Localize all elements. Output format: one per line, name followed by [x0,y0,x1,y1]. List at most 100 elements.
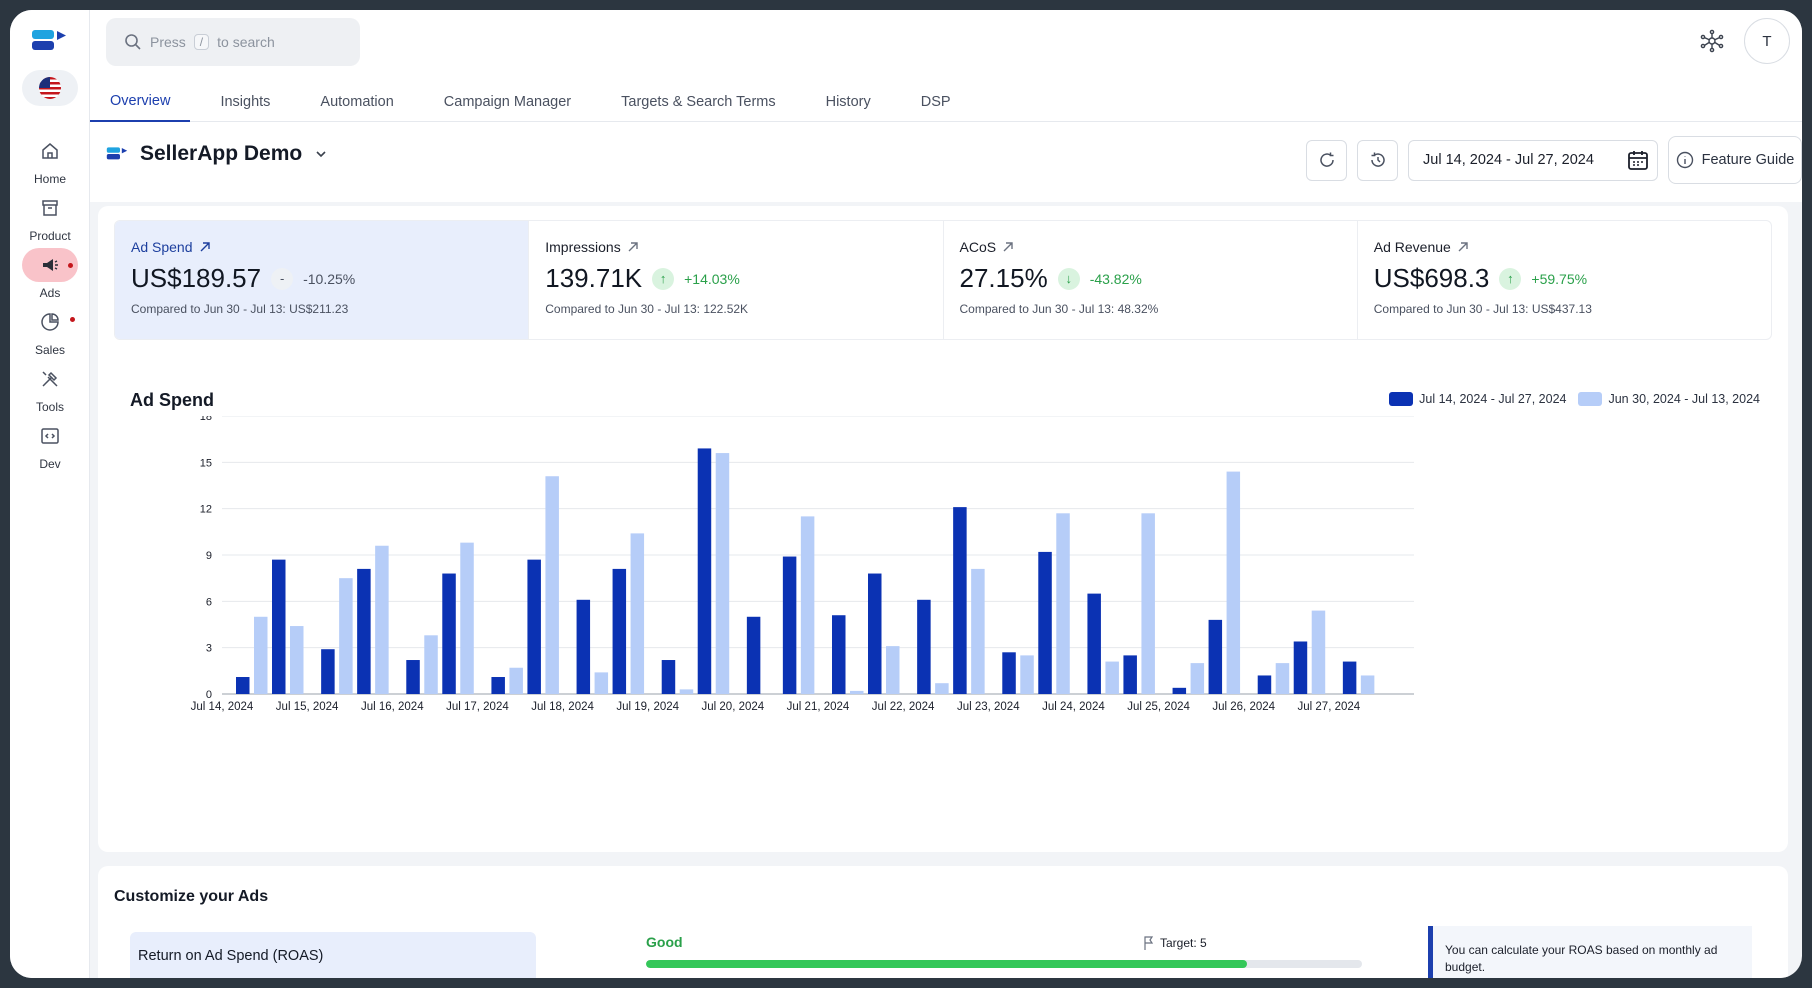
tab-history[interactable]: History [825,94,871,110]
network-icon[interactable] [1700,29,1724,53]
info-icon [1676,151,1693,169]
metric-card-ad-revenue[interactable]: Ad Revenue US$698.3 ↑ +59.75% Compared t… [1358,221,1771,339]
y-tick-label: 9 [206,550,212,562]
metric-card-acos[interactable]: ACoS 27.15% ↓ -43.82% Compared to Jun 30… [944,221,1358,339]
trend-down-icon: ↓ [1057,267,1080,290]
tab-campaign-manager[interactable]: Campaign Manager [443,94,572,110]
chart-bar [1141,513,1155,694]
metric-value: US$189.57 [131,263,262,293]
sidebar-item-sales[interactable]: Sales [10,305,90,357]
chart-bar [715,453,730,694]
roas-target: Target: 5 [1144,936,1207,950]
chart-bar [679,689,694,694]
metric-title: Impressions [545,239,621,255]
chart-bar [1038,551,1052,694]
chart-bar [1002,652,1016,694]
y-tick-label: 15 [200,457,212,469]
chart-bar [1056,513,1070,694]
sidebar-item-ads[interactable]: Ads [10,248,90,300]
metric-title: Ad Revenue [1373,239,1451,255]
y-tick-label: 18 [200,416,212,423]
chart-bar [1257,675,1272,694]
sidebar-item-home[interactable]: Home [10,134,90,186]
y-tick-label: 12 [200,504,212,516]
chart-bar [886,646,900,694]
sidebar-item-product[interactable]: Product [10,191,90,243]
roas-info-note: You can calculate your ROAS based on mon… [1428,926,1752,978]
roas-card[interactable]: Return on Ad Spend (ROAS) [130,932,536,978]
metric-compare: Compared to Jun 30 - Jul 13: 122.52K [545,302,749,316]
sidebar-item-label: Ads [39,286,61,300]
date-range-picker[interactable]: Jul 14, 2024 - Jul 27, 2024 [1408,139,1658,181]
tab-automation[interactable]: Automation [320,94,394,110]
legend-item-previous[interactable]: Jun 30, 2024 - Jul 13, 2024 [1578,392,1760,406]
account-selector[interactable]: SellerApp Demo [106,142,328,166]
sidebar-item-dev[interactable]: Dev [10,419,90,471]
metric-compare: Compared to Jun 30 - Jul 13: US$437.13 [1373,302,1592,316]
metric-compare: Compared to Jun 30 - Jul 13: US$211.23 [131,302,349,316]
chart-bar [1087,593,1101,694]
chart-bar [545,476,559,694]
sidebar-item-label: Dev [39,457,61,471]
metric-card-impressions[interactable]: Impressions 139.71K ↑ +14.03% Compared t… [529,221,944,339]
chart-bar [697,448,712,694]
y-tick-label: 6 [206,596,212,608]
notification-dot [70,317,75,322]
ad-spend-chart: 0 3 6 9 12 15 18 Jul 14, 2024 Jul 15, 2024 Jul 16… [191,416,1414,713]
refresh-button[interactable] [1306,139,1347,181]
search-placeholder-press: Press [150,34,186,50]
box-icon [42,200,58,216]
date-range-value: Jul 14, 2024 - Jul 27, 2024 [1423,152,1594,168]
tab-dsp[interactable]: DSP [920,94,951,110]
chart-bar [832,615,846,694]
metric-change: -43.82% [1089,270,1142,287]
metric-value: US$698.3 [1373,263,1490,293]
x-tick-label: Jul 24, 2024 [1042,701,1105,713]
x-tick-label: Jul 26, 2024 [1212,701,1275,713]
chart-bar [442,573,456,694]
chart-bar [339,578,353,694]
tab-overview[interactable]: Overview [90,82,191,122]
sidebar-item-tools[interactable]: Tools [10,362,90,414]
feature-guide-button[interactable]: Feature Guide [1668,136,1802,184]
app-window: Home Product Ads Sales Too [10,10,1802,978]
chart-bar [321,649,335,694]
metric-value: 27.15% [959,263,1048,293]
metric-card-ad-spend[interactable]: Ad Spend US$189.57 - -10.25% Compared to… [115,221,530,339]
sellerapp-logo[interactable] [32,26,66,56]
history-button[interactable] [1357,139,1398,181]
chart-bar [612,568,627,694]
chart-bar [782,556,797,694]
chart-bar [491,677,505,694]
x-tick-label: Jul 15, 2024 [276,701,339,713]
search-input[interactable]: Press / to search [106,18,360,66]
tab-insights[interactable]: Insights [220,94,271,110]
x-tick-label: Jul 18, 2024 [531,701,594,713]
tab-targets-search-terms[interactable]: Targets & Search Terms [621,94,776,110]
user-avatar[interactable]: T [1744,18,1790,64]
sellerapp-logo-small [106,147,128,160]
account-name: SellerApp Demo [140,142,303,165]
trend-up-icon: ↑ [652,267,675,290]
chart-bar [953,507,967,694]
x-tick-label: Jul 17, 2024 [446,701,509,713]
chart-bar [746,616,761,694]
metric-value: 139.71K [545,263,643,293]
x-tick-label: Jul 27, 2024 [1298,701,1361,713]
legend-item-current[interactable]: Jul 14, 2024 - Jul 27, 2024 [1389,392,1566,406]
legend-label: Jul 14, 2024 - Jul 27, 2024 [1419,392,1567,406]
chart-bar [850,690,864,694]
arrow-up-right-icon [200,242,210,252]
roas-info-text: You can calculate your ROAS based on mon… [1445,943,1718,974]
chart-bar [1208,619,1223,694]
us-flag-icon [39,77,61,99]
legend-label: Jun 30, 2024 - Jul 13, 2024 [1608,392,1760,406]
marketplace-flag-selector[interactable] [22,70,78,106]
chart-bar [868,573,882,694]
section-title: Customize your Ads [114,888,269,905]
x-tick-label: Jul 14, 2024 [191,701,254,713]
chart-bar [1293,641,1308,694]
legend-swatch-previous [1578,392,1603,406]
chart-bar [509,667,523,694]
calendar-icon [1628,151,1648,170]
